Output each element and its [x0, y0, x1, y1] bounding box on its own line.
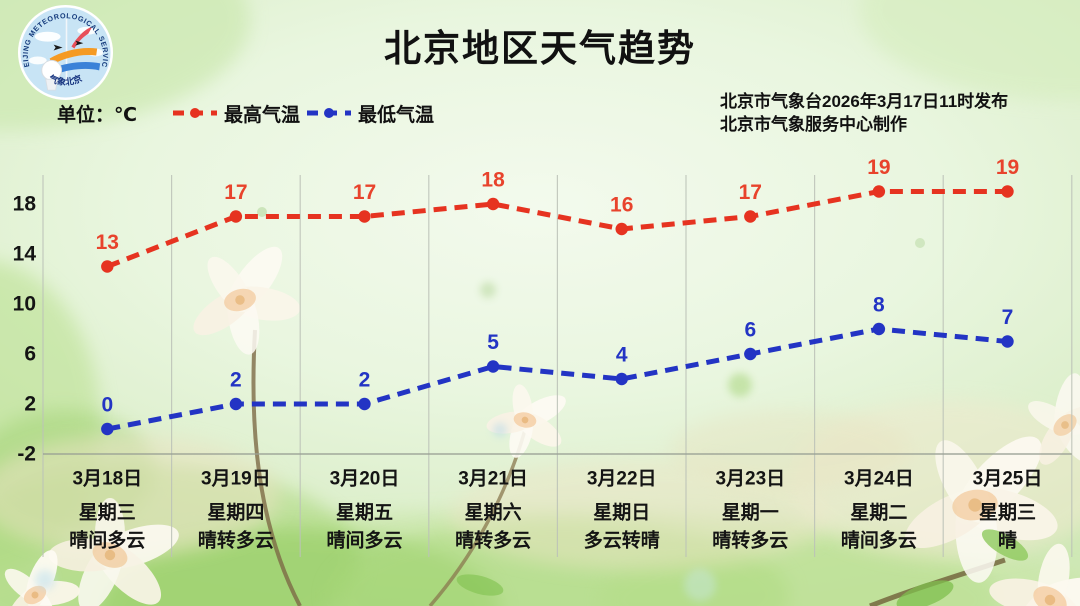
svg-text:晴间多云: 晴间多云 — [326, 529, 402, 552]
series-value-labels-1: 0 2 2 5 4 6 8 7 — [101, 294, 1013, 417]
svg-text:3月23日: 3月23日 — [715, 469, 785, 490]
svg-text:晴转多云: 晴转多云 — [455, 529, 531, 552]
svg-text:星期三: 星期三 — [79, 502, 136, 524]
max-temp-line-swatch-icon — [173, 108, 217, 118]
svg-text:星期六: 星期六 — [465, 501, 522, 524]
meteorological-service-logo: BEIJING METEOROLOGICAL SERVICE 气象北京 — [14, 3, 114, 101]
svg-text:星期四: 星期四 — [207, 502, 264, 524]
svg-text:14: 14 — [13, 243, 37, 266]
grid-lines — [42, 175, 1073, 557]
svg-text:0: 0 — [101, 394, 113, 417]
unit-label: 单位：℃ — [57, 104, 138, 126]
svg-text:晴间多云: 晴间多云 — [69, 529, 145, 552]
svg-text:18: 18 — [481, 169, 505, 192]
svg-text:13: 13 — [96, 231, 119, 254]
source-line-2: 北京市气象服务中心制作 — [720, 115, 907, 134]
svg-text:星期五: 星期五 — [336, 502, 393, 524]
svg-text:3月22日: 3月22日 — [587, 469, 657, 490]
x-label-weather: 晴间多云 晴转多云 晴间多云 晴转多云 多云转晴 晴转多云 晴间多云 晴 — [69, 529, 1017, 552]
svg-text:5: 5 — [487, 331, 499, 354]
svg-text:17: 17 — [353, 181, 376, 204]
svg-text:晴: 晴 — [998, 529, 1017, 552]
svg-text:晴转多云: 晴转多云 — [198, 529, 274, 552]
svg-text:晴转多云: 晴转多云 — [712, 529, 788, 552]
svg-text:19: 19 — [867, 156, 890, 179]
svg-text:6: 6 — [24, 343, 36, 366]
series-value-labels-0: 13 17 17 18 16 17 19 19 — [96, 156, 1020, 254]
svg-text:2: 2 — [24, 393, 36, 416]
source-line-1: 北京市气象台2026年3月17日11时发布 — [720, 92, 1009, 111]
legend-item-min-temp: 最低气温 — [306, 101, 435, 126]
svg-text:气象北京: 气象北京 — [47, 72, 84, 87]
svg-text:晴间多云: 晴间多云 — [841, 529, 917, 552]
svg-text:8: 8 — [873, 294, 885, 317]
svg-text:星期三: 星期三 — [979, 502, 1036, 524]
y-tick-labels: 18 14 10 6 2 -2 — [13, 193, 37, 466]
min-temp-line-swatch-icon — [307, 108, 351, 118]
svg-text:10: 10 — [13, 293, 36, 316]
source-block: 北京市气象台2026年3月17日11时发布 北京市气象服务中心制作 — [720, 90, 1040, 136]
svg-text:16: 16 — [610, 194, 633, 217]
svg-text:7: 7 — [1002, 306, 1014, 329]
svg-text:3月24日: 3月24日 — [844, 469, 914, 490]
legend-item-max-temp: 最高气温 — [172, 101, 301, 126]
x-label-dates: 3月18日 3月19日 3月20日 3月21日 3月22日 3月23日 3月24日 3月25日 — [72, 469, 1042, 490]
svg-text:2: 2 — [230, 369, 242, 392]
svg-text:18: 18 — [13, 193, 37, 216]
svg-text:4: 4 — [616, 344, 628, 367]
series-line-0 — [106, 189, 1008, 269]
svg-text:-2: -2 — [17, 443, 36, 466]
svg-text:6: 6 — [744, 319, 756, 342]
svg-text:19: 19 — [996, 156, 1019, 179]
svg-text:多云转晴: 多云转晴 — [584, 529, 660, 552]
logo-text-bottom: 气象北京 — [47, 72, 84, 87]
page-title: 北京地区天气趋势 — [384, 28, 696, 69]
svg-text:3月20日: 3月20日 — [330, 469, 400, 490]
svg-text:17: 17 — [224, 181, 247, 204]
series-line-1 — [106, 326, 1008, 432]
svg-text:星期二: 星期二 — [850, 502, 907, 524]
series-points-1 — [101, 322, 1014, 436]
svg-text:3月18日: 3月18日 — [72, 469, 142, 490]
max-temp-legend-label: 最高气温 — [224, 104, 301, 126]
svg-text:17: 17 — [739, 181, 762, 204]
svg-text:3月21日: 3月21日 — [458, 469, 528, 490]
x-label-weekdays: 星期三 星期四 星期五 星期六 星期日 星期一 星期二 星期三 — [79, 501, 1036, 524]
svg-text:2: 2 — [359, 369, 371, 392]
min-temp-legend-label: 最低气温 — [358, 104, 435, 126]
svg-text:星期日: 星期日 — [593, 502, 650, 524]
svg-text:3月19日: 3月19日 — [201, 469, 271, 490]
svg-text:星期一: 星期一 — [722, 502, 779, 524]
series-points-0 — [101, 185, 1014, 273]
svg-text:3月25日: 3月25日 — [973, 469, 1043, 490]
